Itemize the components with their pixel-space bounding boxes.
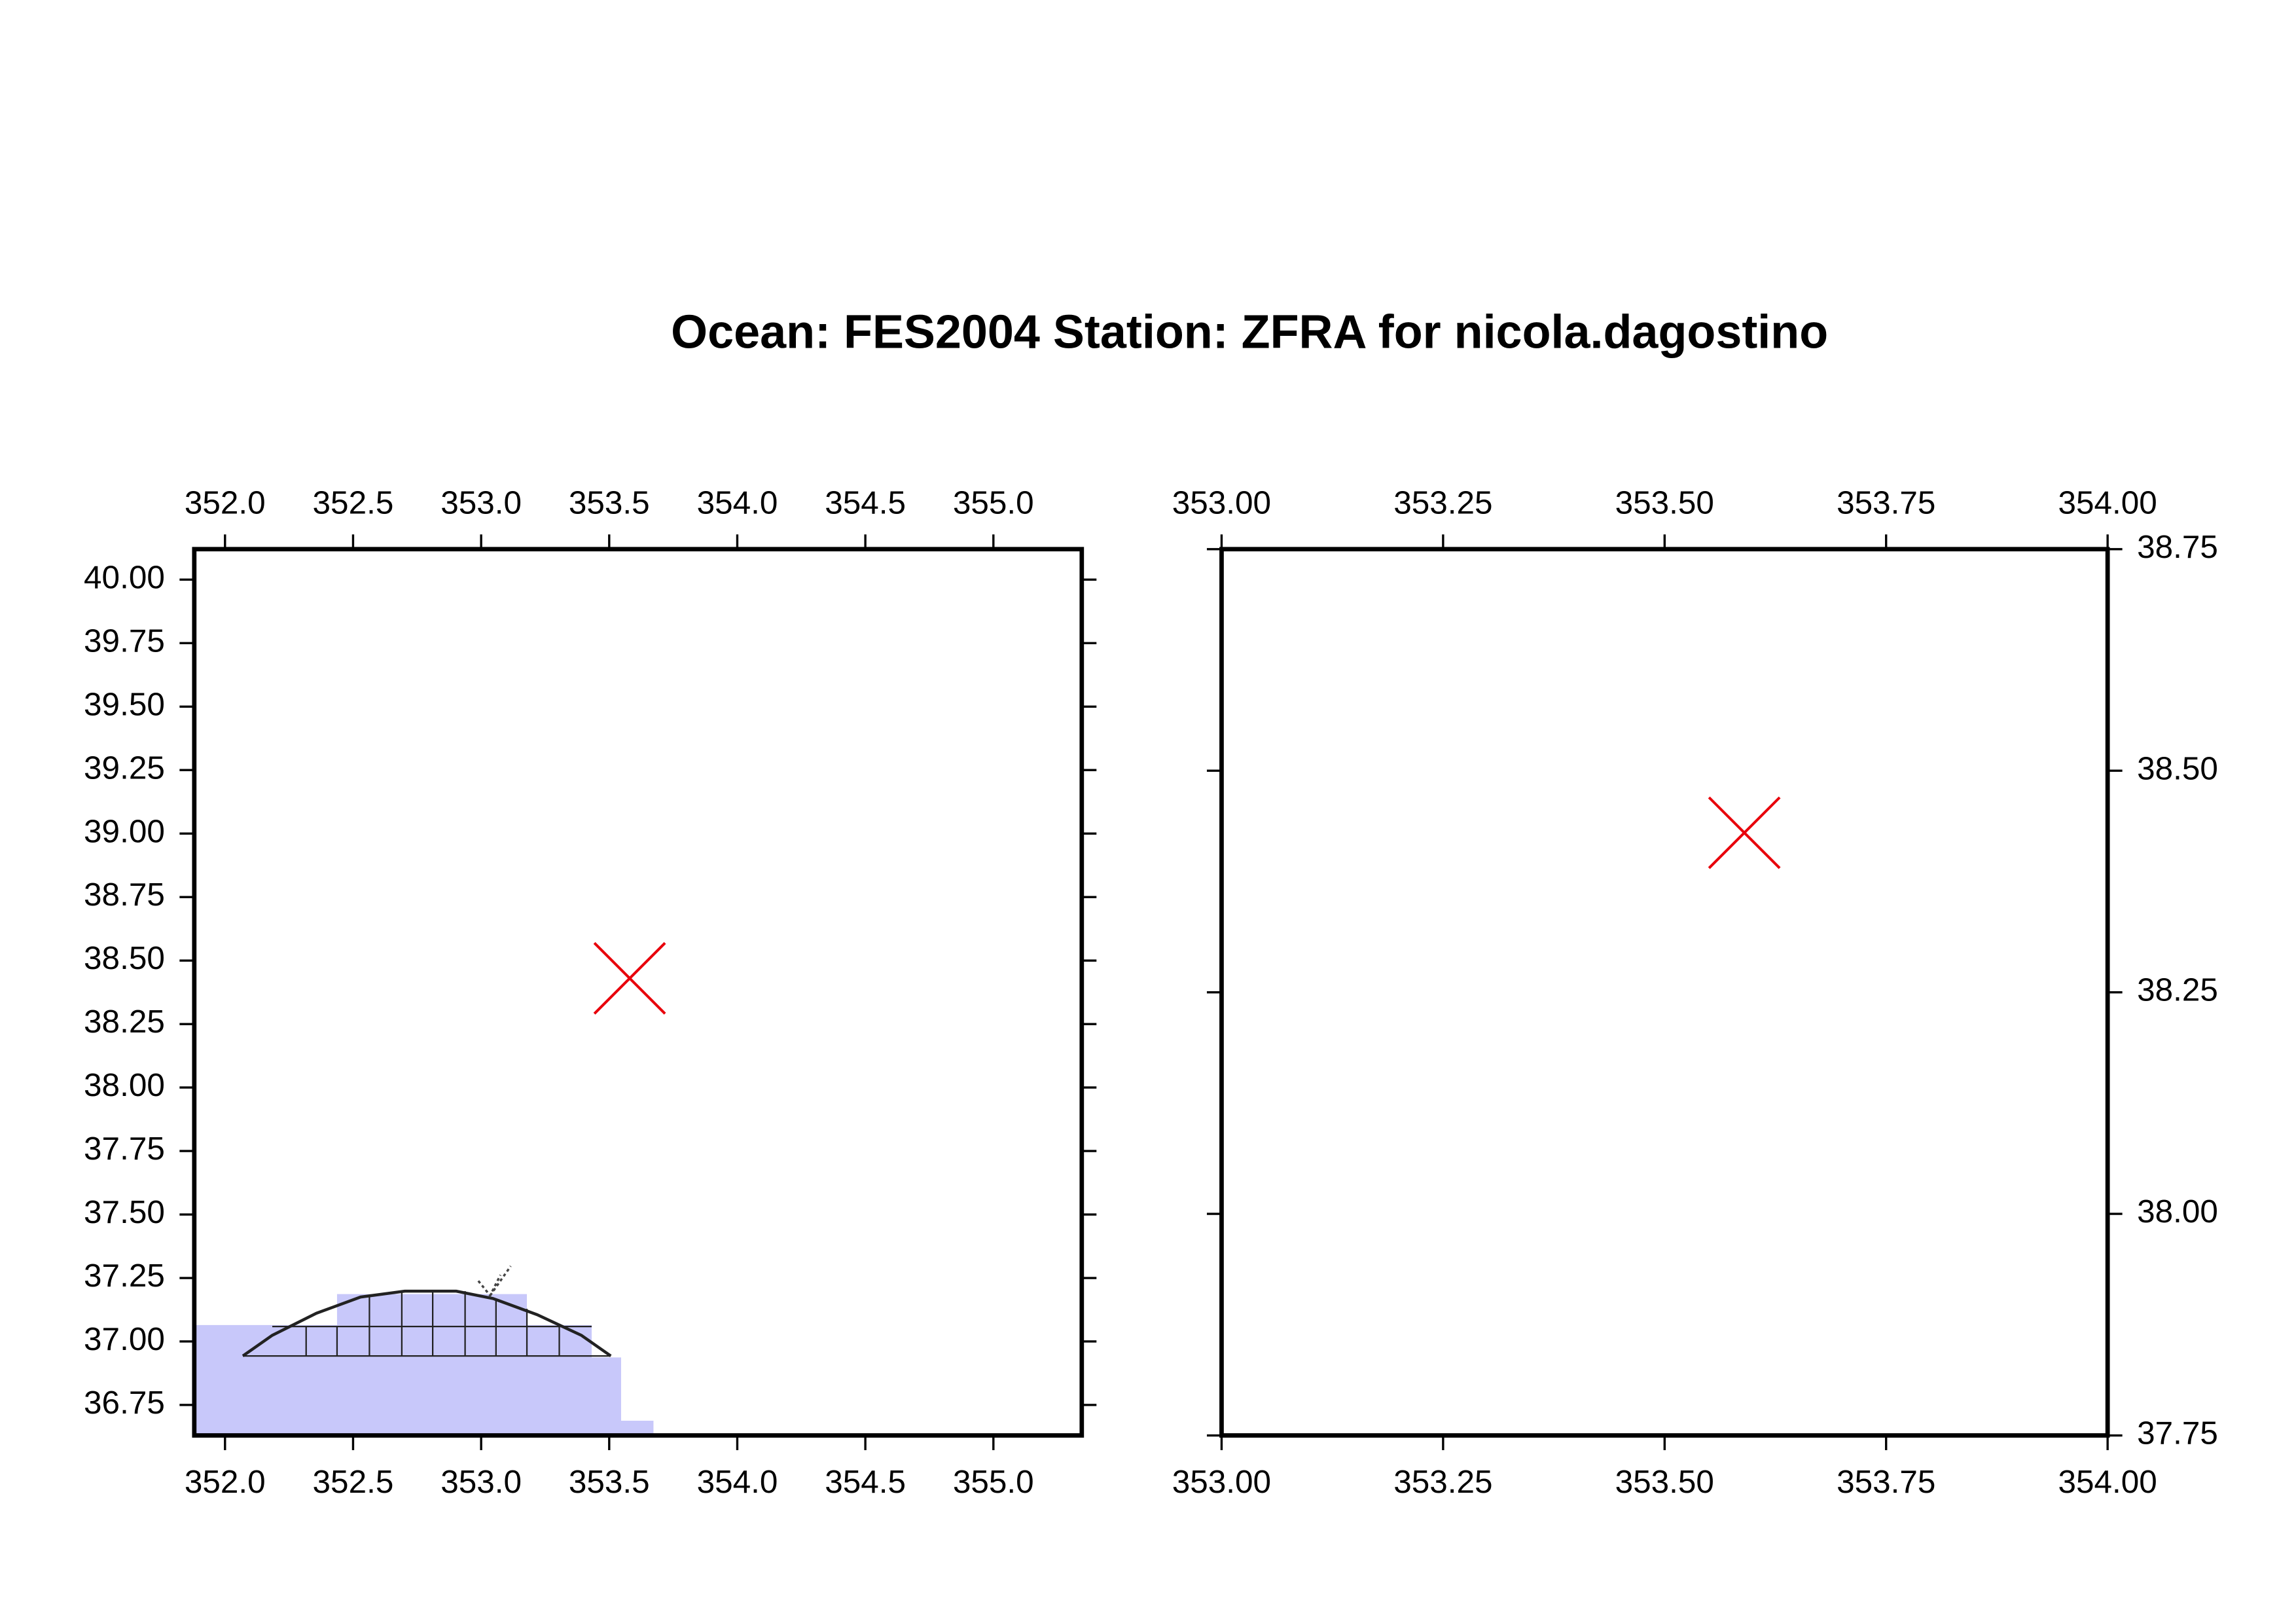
x-tick-label: 353.5 <box>569 484 650 520</box>
y-tick-label: 37.50 <box>84 1194 165 1230</box>
y-tick-label: 38.00 <box>2137 1194 2218 1230</box>
y-tick-label: 39.50 <box>84 686 165 722</box>
x-tick-label: 354.00 <box>2058 484 2157 520</box>
coastline <box>242 1289 612 1357</box>
y-tick-label: 37.00 <box>84 1321 165 1357</box>
y-tick-label: 38.25 <box>84 1004 165 1040</box>
y-tick-label: 38.75 <box>2137 529 2218 565</box>
y-tick-label: 39.00 <box>84 813 165 849</box>
y-tick-label: 38.75 <box>84 877 165 913</box>
islands <box>477 1265 512 1298</box>
x-tick-label: 352.0 <box>185 484 266 520</box>
y-tick-label: 37.75 <box>2137 1415 2218 1451</box>
x-tick-label: 354.5 <box>825 1464 906 1500</box>
x-tick-label: 353.00 <box>1172 1464 1271 1500</box>
y-tick-label: 40.00 <box>84 559 165 595</box>
x-tick-label: 353.00 <box>1172 484 1271 520</box>
frame <box>192 547 1085 1438</box>
station-marker <box>593 941 666 1015</box>
x-tick-label: 353.0 <box>440 484 522 520</box>
mesh <box>243 1291 611 1357</box>
x-tick-label: 353.75 <box>1837 1464 1935 1500</box>
x-tick-label: 353.75 <box>1837 484 1935 520</box>
y-tick-label: 38.00 <box>84 1067 165 1103</box>
x-tick-label: 353.5 <box>569 1464 650 1500</box>
y-tick-label: 37.75 <box>84 1131 165 1167</box>
x-tick-label: 353.0 <box>440 1464 522 1500</box>
land-mask <box>194 1265 654 1436</box>
y-tick-label: 38.25 <box>2137 972 2218 1008</box>
y-tick-label: 38.50 <box>2137 750 2218 786</box>
x-tick-label: 353.50 <box>1615 484 1714 520</box>
x-tick-label: 352.0 <box>185 1464 266 1500</box>
x-tick-label: 354.00 <box>2058 1464 2157 1500</box>
x-tick-label: 355.0 <box>953 1464 1034 1500</box>
x-tick-label: 353.25 <box>1393 484 1492 520</box>
x-tick-label: 354.5 <box>825 484 906 520</box>
station-marker <box>1708 796 1781 869</box>
x-tick-label: 354.0 <box>697 484 778 520</box>
y-tick-label: 39.75 <box>84 623 165 659</box>
x-tick-label: 355.0 <box>953 484 1034 520</box>
x-tick-label: 353.25 <box>1393 1464 1492 1500</box>
frame <box>1219 547 2110 1438</box>
y-tick-label: 36.75 <box>84 1385 165 1421</box>
figure-title: Ocean: FES2004 Station: ZFRA for nicola.… <box>671 306 1828 359</box>
x-tick-label: 354.0 <box>697 1464 778 1500</box>
land-fill <box>194 1294 654 1436</box>
y-tick-label: 37.25 <box>84 1258 165 1294</box>
x-tick-label: 352.5 <box>313 1464 394 1500</box>
y-tick-label: 39.25 <box>84 750 165 786</box>
x-tick-label: 353.50 <box>1615 1464 1714 1500</box>
y-tick-label: 38.50 <box>84 940 165 976</box>
x-tick-label: 352.5 <box>313 484 394 520</box>
